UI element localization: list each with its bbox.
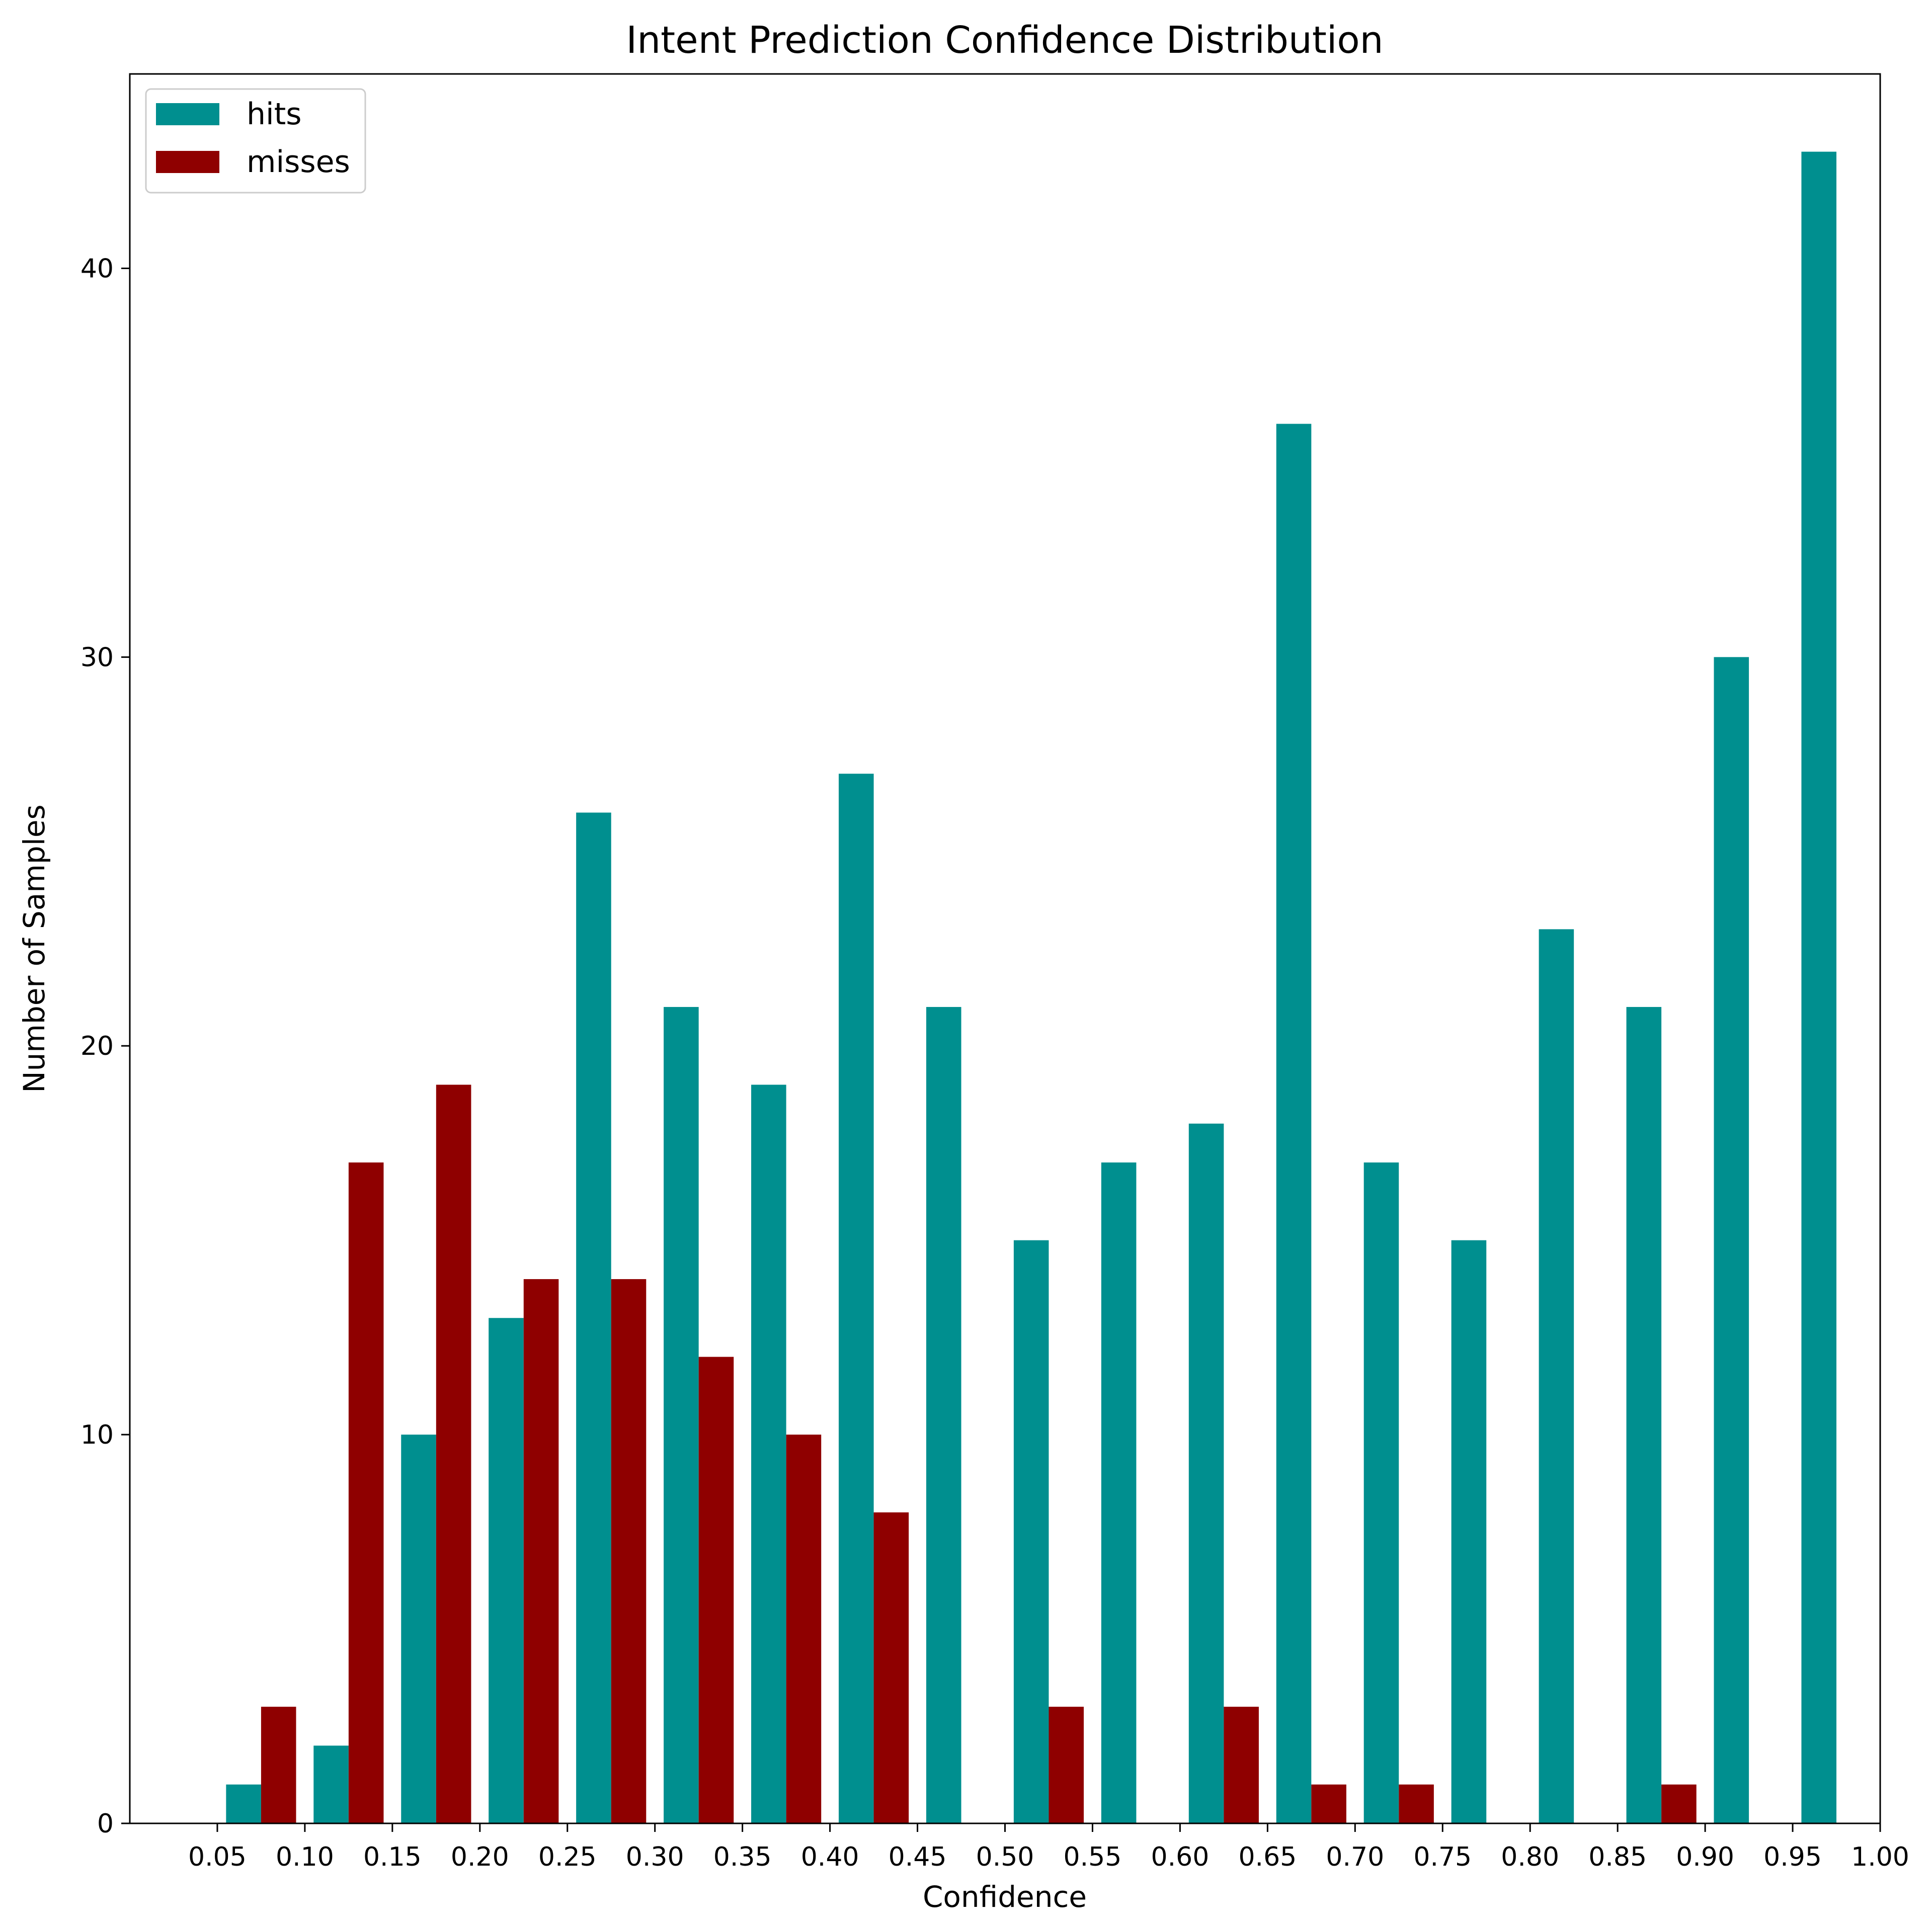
bar-misses-9	[1049, 1707, 1084, 1823]
plot-frame	[129, 73, 1881, 1824]
bar-misses-2	[436, 1084, 471, 1823]
bar-hits-7	[839, 774, 874, 1823]
bar-misses-5	[698, 1357, 734, 1823]
bar-misses-1	[348, 1162, 384, 1823]
y-tick-label: 10	[80, 1420, 114, 1450]
x-axis-ticks: 0.05 0.10 0.15 0.20 0.25 0.30 0.35 0.40 0.45 0.50…	[188, 1823, 1909, 1872]
x-tick-label: 0.60	[1151, 1842, 1210, 1872]
legend-label-hits: hits	[247, 97, 301, 132]
legend-label-misses: misses	[247, 144, 350, 180]
bar-hits-13	[1363, 1162, 1399, 1823]
bar-misses-13	[1399, 1784, 1434, 1823]
x-tick-label: 0.20	[451, 1842, 509, 1872]
x-tick-label: 0.70	[1326, 1842, 1384, 1872]
x-tick-label: 0.80	[1501, 1842, 1559, 1872]
legend-swatch-hits	[156, 103, 219, 125]
x-tick-label: 0.05	[188, 1842, 247, 1872]
bar-hits-15	[1539, 929, 1574, 1823]
bar-hits-2	[401, 1435, 436, 1823]
bar-hits-17	[1714, 657, 1749, 1823]
bar-misses-0	[261, 1707, 296, 1823]
x-tick-label: 0.40	[801, 1842, 859, 1872]
y-axis-ticks: 0 10 20 30 40	[80, 254, 130, 1839]
y-tick-label: 30	[80, 642, 114, 673]
bar-hits-14	[1451, 1240, 1487, 1823]
x-tick-label: 1.00	[1851, 1842, 1909, 1872]
x-tick-label: 0.55	[1064, 1842, 1122, 1872]
x-tick-label: 0.10	[276, 1842, 334, 1872]
bar-hits-4	[576, 812, 611, 1823]
bars-layer	[226, 151, 1837, 1823]
bar-misses-3	[523, 1279, 559, 1823]
chart-title: Intent Prediction Confidence Distributio…	[626, 19, 1383, 62]
x-tick-label: 0.95	[1763, 1842, 1822, 1872]
bar-hits-16	[1626, 1007, 1662, 1823]
bar-misses-4	[611, 1279, 647, 1823]
x-tick-label: 0.75	[1413, 1842, 1472, 1872]
y-tick-label: 20	[80, 1031, 114, 1061]
bar-hits-10	[1101, 1162, 1137, 1823]
y-axis-label: Number of Samples	[17, 804, 51, 1093]
x-tick-label: 0.30	[626, 1842, 684, 1872]
bar-misses-6	[786, 1435, 822, 1823]
legend-swatch-misses	[156, 151, 219, 173]
bar-misses-7	[873, 1512, 909, 1823]
bar-hits-9	[1013, 1240, 1049, 1823]
x-tick-label: 0.90	[1676, 1842, 1734, 1872]
bar-hits-6	[751, 1084, 786, 1823]
bar-hits-12	[1276, 424, 1312, 1823]
bar-hits-5	[664, 1007, 699, 1823]
x-tick-label: 0.65	[1238, 1842, 1297, 1872]
x-axis-label: Confidence	[923, 1880, 1087, 1914]
bar-hits-0	[226, 1784, 261, 1823]
x-tick-label: 0.15	[363, 1842, 422, 1872]
bar-misses-11	[1224, 1707, 1259, 1823]
x-tick-label: 0.35	[713, 1842, 772, 1872]
bar-hits-8	[926, 1007, 961, 1823]
bar-misses-12	[1311, 1784, 1346, 1823]
y-tick-label: 40	[80, 254, 114, 284]
x-tick-label: 0.50	[976, 1842, 1034, 1872]
bar-hits-11	[1188, 1123, 1224, 1823]
bar-hits-18	[1801, 151, 1837, 1823]
x-tick-label: 0.85	[1588, 1842, 1647, 1872]
x-tick-label: 0.45	[889, 1842, 947, 1872]
bar-hits-1	[313, 1745, 349, 1823]
legend: hits misses	[145, 88, 366, 194]
y-tick-label: 0	[97, 1809, 114, 1839]
bar-hits-3	[489, 1318, 524, 1823]
x-tick-label: 0.25	[538, 1842, 597, 1872]
bar-misses-16	[1661, 1784, 1697, 1823]
